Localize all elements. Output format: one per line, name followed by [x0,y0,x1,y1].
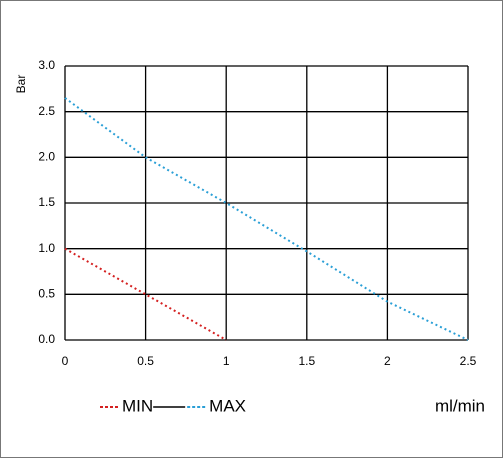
x-tick-label: 2 [384,354,391,368]
x-tick-label: 0 [62,354,69,368]
y-tick-label: 0.5 [38,287,55,301]
line-series [64,97,469,341]
x-axis-label: ml/min [435,396,485,415]
line-series [64,247,227,341]
y-tick-label: 1.5 [38,195,55,209]
y-tick-label: 1.0 [38,241,55,255]
legend-label: MIN [122,396,153,415]
x-tick-label: 1 [223,354,230,368]
y-tick-label: 0.0 [38,332,55,346]
legend-label: MAX [209,396,246,415]
y-tick-label: 2.5 [38,104,55,118]
y-tick-label: 3.0 [38,58,55,72]
x-tick-label: 1.5 [298,354,315,368]
y-axis-label: Bar [14,75,28,94]
y-tick-label: 2.0 [38,150,55,164]
x-tick-label: 0.5 [137,354,154,368]
x-tick-label: 2.5 [460,354,477,368]
